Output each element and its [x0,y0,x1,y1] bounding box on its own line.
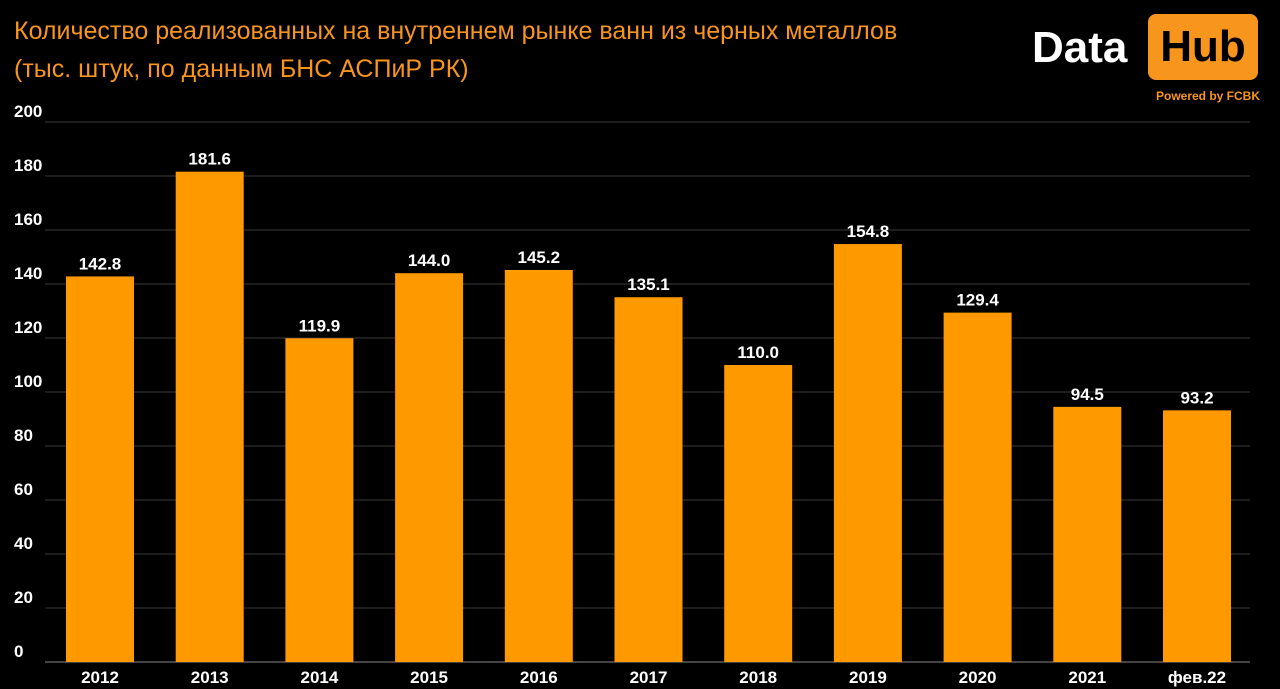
x-tick-label: 2019 [849,668,887,687]
logo-hub-badge: Hub [1148,14,1258,80]
bar [66,276,134,662]
y-tick-label: 0 [14,642,23,661]
bar [395,273,464,662]
chart-title-line-2: (тыс. штук, по данным БНС АСПиР РК) [14,55,469,83]
bars [66,171,1231,663]
data-labels: 142.8 181.6 119.9 144.0 145.2 135.1 110.0 154.8… [79,150,1214,408]
x-tick-label: фев.22 [1168,668,1226,687]
x-tick-label: 2018 [739,668,777,687]
y-tick-label: 80 [14,426,33,445]
y-tick-label: 160 [14,210,42,229]
y-tick-label: 20 [14,588,33,607]
data-label: 129.4 [956,291,999,310]
data-label: 135.1 [627,275,670,294]
logo-powered-by: Powered by FCBK [1155,89,1260,103]
data-label: 145.2 [518,248,561,267]
x-tick-label: 2017 [630,668,668,687]
bar [724,365,793,662]
bar [285,338,354,662]
x-tick-label: 2013 [191,668,229,687]
bar [833,244,902,663]
bar [943,312,1012,662]
data-label: 94.5 [1071,385,1104,404]
y-axis-ticks: 0 20 40 60 80 100 120 140 160 180 200 [14,102,42,661]
data-label: 144.0 [408,251,451,270]
y-tick-label: 200 [14,102,42,121]
bar [175,171,244,662]
y-tick-label: 140 [14,264,42,283]
data-label: 142.8 [79,254,122,273]
x-tick-label: 2014 [300,668,338,687]
bar [504,269,573,662]
data-label: 110.0 [737,343,779,362]
chart-title: Количество реализованных на внутреннем р… [14,12,994,88]
y-tick-label: 40 [14,534,33,553]
bar [1163,410,1231,662]
data-label: 154.8 [847,222,890,241]
data-label: 119.9 [299,316,341,335]
x-tick-label: 2016 [520,668,558,687]
chart-title-line-1: Количество реализованных на внутреннем р… [14,17,898,45]
y-tick-label: 120 [14,318,42,337]
datahub-logo: Data Hub Powered by FCBK [1030,13,1260,105]
x-axis-ticks: 2012 2013 2014 2015 2016 2017 2018 2019 2020 2021… [81,668,1226,687]
data-label: 181.6 [188,150,231,169]
bar [614,297,683,662]
x-tick-label: 2012 [81,668,119,687]
data-label: 93.2 [1180,388,1213,407]
bar [1053,406,1122,662]
x-tick-label: 2021 [1068,668,1106,687]
y-tick-label: 60 [14,480,33,499]
x-tick-label: 2020 [959,668,997,687]
x-tick-label: 2015 [410,668,448,687]
logo-data-text: Data [1032,23,1128,72]
y-tick-label: 180 [14,156,42,175]
y-tick-label: 100 [14,372,42,391]
